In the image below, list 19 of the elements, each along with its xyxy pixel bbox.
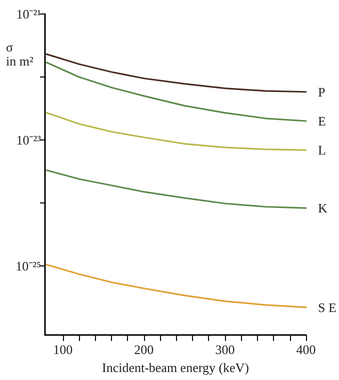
y-tick-label: 10⁻²⁵ [16, 258, 41, 274]
line-series [46, 169, 307, 209]
line-series [46, 62, 307, 122]
x-axis-title: Incident-beam energy (keV) [102, 360, 250, 375]
series-label: S E [318, 300, 336, 315]
x-tick-label: 100 [53, 342, 73, 357]
line-series [46, 264, 307, 308]
y-tick-label: 10⁻²³ [16, 132, 42, 148]
series-label: P [318, 84, 326, 100]
x-tick-label: 300 [215, 342, 235, 357]
line-series [46, 112, 307, 151]
y-axis-title: σ in m² [6, 40, 34, 68]
line-series [46, 53, 307, 93]
series-label: E [318, 114, 326, 128]
x-tick-label: 200 [134, 342, 154, 357]
series-label: K [318, 200, 328, 216]
x-tick-label: 400 [296, 342, 316, 357]
series-label: L [318, 142, 326, 158]
y-tick-label: 10⁻²¹ [16, 6, 42, 22]
